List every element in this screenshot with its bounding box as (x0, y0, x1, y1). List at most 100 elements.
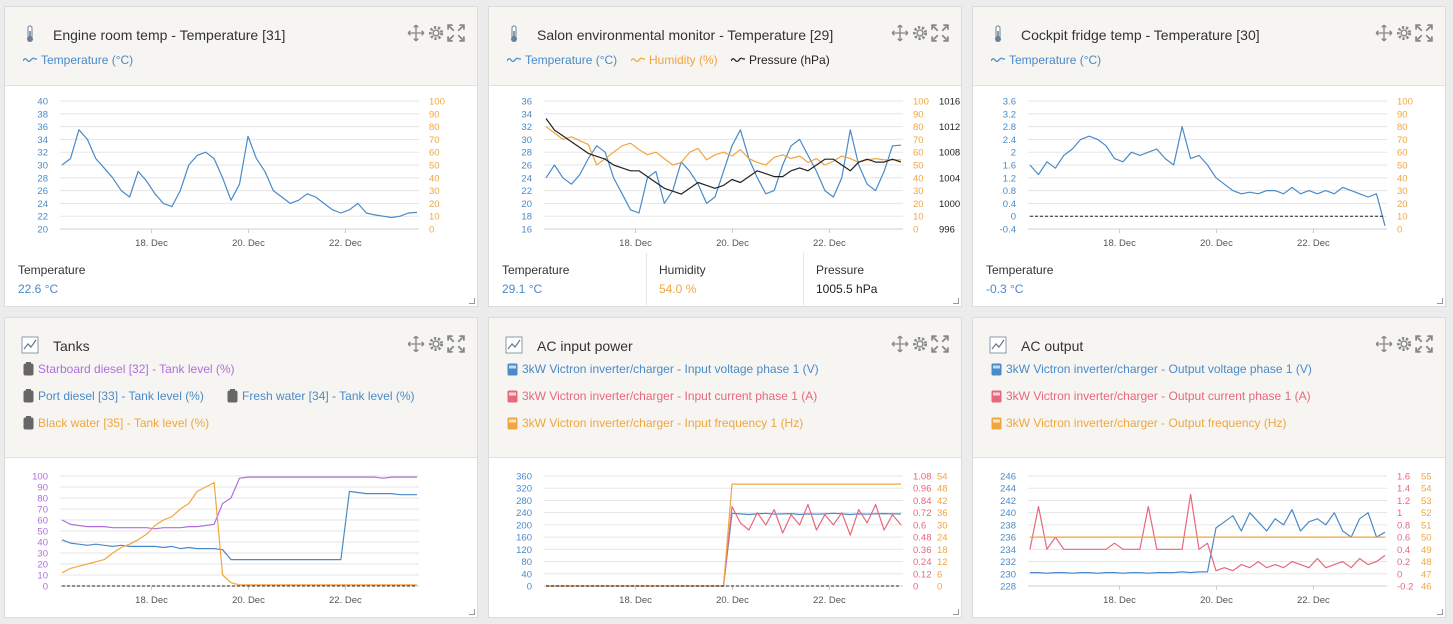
gear-icon[interactable] (911, 335, 928, 352)
stat-readout: Temperature 22.6 °C (18, 263, 85, 296)
y2-tick-label: 24 (937, 533, 948, 544)
gear-icon[interactable] (427, 335, 444, 352)
y-tick-label: 280 (516, 496, 532, 507)
x-tick-label: 22. Dec (1297, 595, 1330, 606)
legend-item[interactable]: 3kW Victron inverter/charger - Input vol… (507, 362, 819, 376)
legend-item[interactable]: Port diesel [33] - Tank level (%) (23, 389, 204, 403)
expand-icon[interactable] (931, 24, 949, 42)
x-tick-label: 20. Dec (1200, 238, 1233, 249)
y-tick-label: 160 (516, 533, 532, 544)
legend-item[interactable]: 3kW Victron inverter/charger - Input fre… (507, 416, 803, 430)
device-icon (507, 390, 518, 403)
stat-divider (803, 253, 804, 306)
x-tick-label: 22. Dec (329, 595, 362, 606)
move-icon[interactable] (1375, 335, 1393, 353)
legend-item[interactable]: Temperature (°C) (991, 53, 1101, 67)
chart: 4038363432302826242220100908070605040302… (37, 97, 445, 250)
expand-icon[interactable] (1415, 335, 1433, 353)
y2-tick-label: 0.2 (1397, 557, 1410, 568)
y-tick-label: 228 (1000, 582, 1016, 593)
chart: 2462442422402382362342322302281.61.41.21… (1000, 472, 1432, 607)
y-tick-label: 28 (37, 173, 48, 184)
expand-icon[interactable] (931, 335, 949, 353)
stat-readout: Temperature 29.1 °C (502, 263, 569, 296)
x-tick-label: 20. Dec (716, 238, 749, 249)
legend-item[interactable]: Humidity (%) (631, 53, 718, 67)
y-tick-label: 26 (521, 161, 532, 172)
y2-tick-label: 30 (1397, 186, 1408, 197)
series-line-icon (507, 56, 521, 64)
y2-tick-label: 1012 (939, 122, 960, 133)
y2-tick-label: 0.12 (913, 569, 932, 580)
widget-title: Salon environmental monitor - Temperatur… (537, 27, 834, 43)
widget-title: AC output (1021, 338, 1084, 354)
legend-item[interactable]: Pressure (hPa) (731, 53, 830, 67)
resize-handle[interactable] (469, 298, 475, 304)
y-tick-label: 36 (37, 122, 48, 133)
resize-handle[interactable] (953, 609, 959, 615)
y-tick-label: 22 (37, 212, 48, 223)
legend-item[interactable]: Fresh water [34] - Tank level (%) (227, 389, 415, 403)
legend-item[interactable]: Black water [35] - Tank level (%) (23, 416, 209, 430)
legend-item[interactable]: 3kW Victron inverter/charger - Output vo… (991, 362, 1312, 376)
y-tick-label: 34 (521, 109, 532, 120)
expand-icon[interactable] (1415, 24, 1433, 42)
gear-icon[interactable] (427, 24, 444, 41)
stat-label: Pressure (816, 263, 865, 277)
y2-tick-label: 52 (1421, 508, 1432, 519)
device-icon (507, 417, 518, 430)
y2-tick-label: 1.2 (1397, 496, 1410, 507)
x-tick-label: 18. Dec (1103, 595, 1136, 606)
legend-item[interactable]: Temperature (°C) (507, 53, 617, 67)
y2-tick-label: 55 (1421, 472, 1432, 483)
y-tick-label: 238 (1000, 520, 1016, 531)
series-line-icon (23, 56, 37, 64)
y-tick-label: 60 (37, 516, 48, 527)
y2-tick-label: 100 (429, 97, 445, 108)
series-line (61, 490, 417, 561)
resize-handle[interactable] (953, 298, 959, 304)
legend-label: Fresh water [34] - Tank level (%) (242, 389, 415, 403)
x-tick-label: 20. Dec (716, 595, 749, 606)
gear-icon[interactable] (1395, 24, 1412, 41)
y-tick-label: 26 (37, 186, 48, 197)
move-icon[interactable] (891, 335, 909, 353)
move-icon[interactable] (407, 24, 425, 42)
resize-handle[interactable] (1437, 609, 1443, 615)
y-tick-label: 236 (1000, 533, 1016, 544)
gear-icon[interactable] (1395, 335, 1412, 352)
thermometer-icon (21, 25, 39, 43)
legend-item[interactable]: 3kW Victron inverter/charger - Input cur… (507, 389, 817, 403)
y2-tick-label: 1.6 (1397, 472, 1410, 483)
chart: 3.63.22.82.421.61.20.80.40-0.41009080706… (1000, 97, 1413, 250)
y2-tick-label: 1008 (939, 148, 960, 159)
stat-readout: Pressure 1005.5 hPa (816, 263, 877, 296)
device-icon (991, 363, 1002, 376)
y2-tick-label: 54 (1421, 484, 1432, 495)
stat-label: Humidity (659, 263, 706, 277)
widget-controls (1375, 24, 1433, 42)
legend-item[interactable]: Temperature (°C) (23, 53, 133, 67)
expand-icon[interactable] (447, 335, 465, 353)
y-tick-label: 40 (37, 538, 48, 549)
y-tick-label: 20 (37, 225, 48, 236)
resize-handle[interactable] (1437, 298, 1443, 304)
y-tick-label: 34 (37, 135, 48, 146)
legend-item[interactable]: Starboard diesel [32] - Tank level (%) (23, 362, 235, 376)
y-tick-label: 30 (521, 135, 532, 146)
widget-1: Salon environmental monitor - Temperatur… (488, 6, 962, 307)
expand-icon[interactable] (447, 24, 465, 42)
gear-icon[interactable] (911, 24, 928, 41)
y2-tick-label: 70 (1397, 135, 1408, 146)
tank-icon (227, 389, 238, 403)
resize-handle[interactable] (469, 609, 475, 615)
legend-item[interactable]: 3kW Victron inverter/charger - Output cu… (991, 389, 1311, 403)
move-icon[interactable] (891, 24, 909, 42)
move-icon[interactable] (407, 335, 425, 353)
chart: 3634323028262422201816100908070605040302… (521, 97, 960, 250)
legend-label: Temperature (°C) (1009, 53, 1102, 67)
legend-item[interactable]: 3kW Victron inverter/charger - Output fr… (991, 416, 1287, 430)
series-line (61, 476, 417, 530)
move-icon[interactable] (1375, 24, 1393, 42)
legend-label: 3kW Victron inverter/charger - Input cur… (522, 389, 818, 403)
